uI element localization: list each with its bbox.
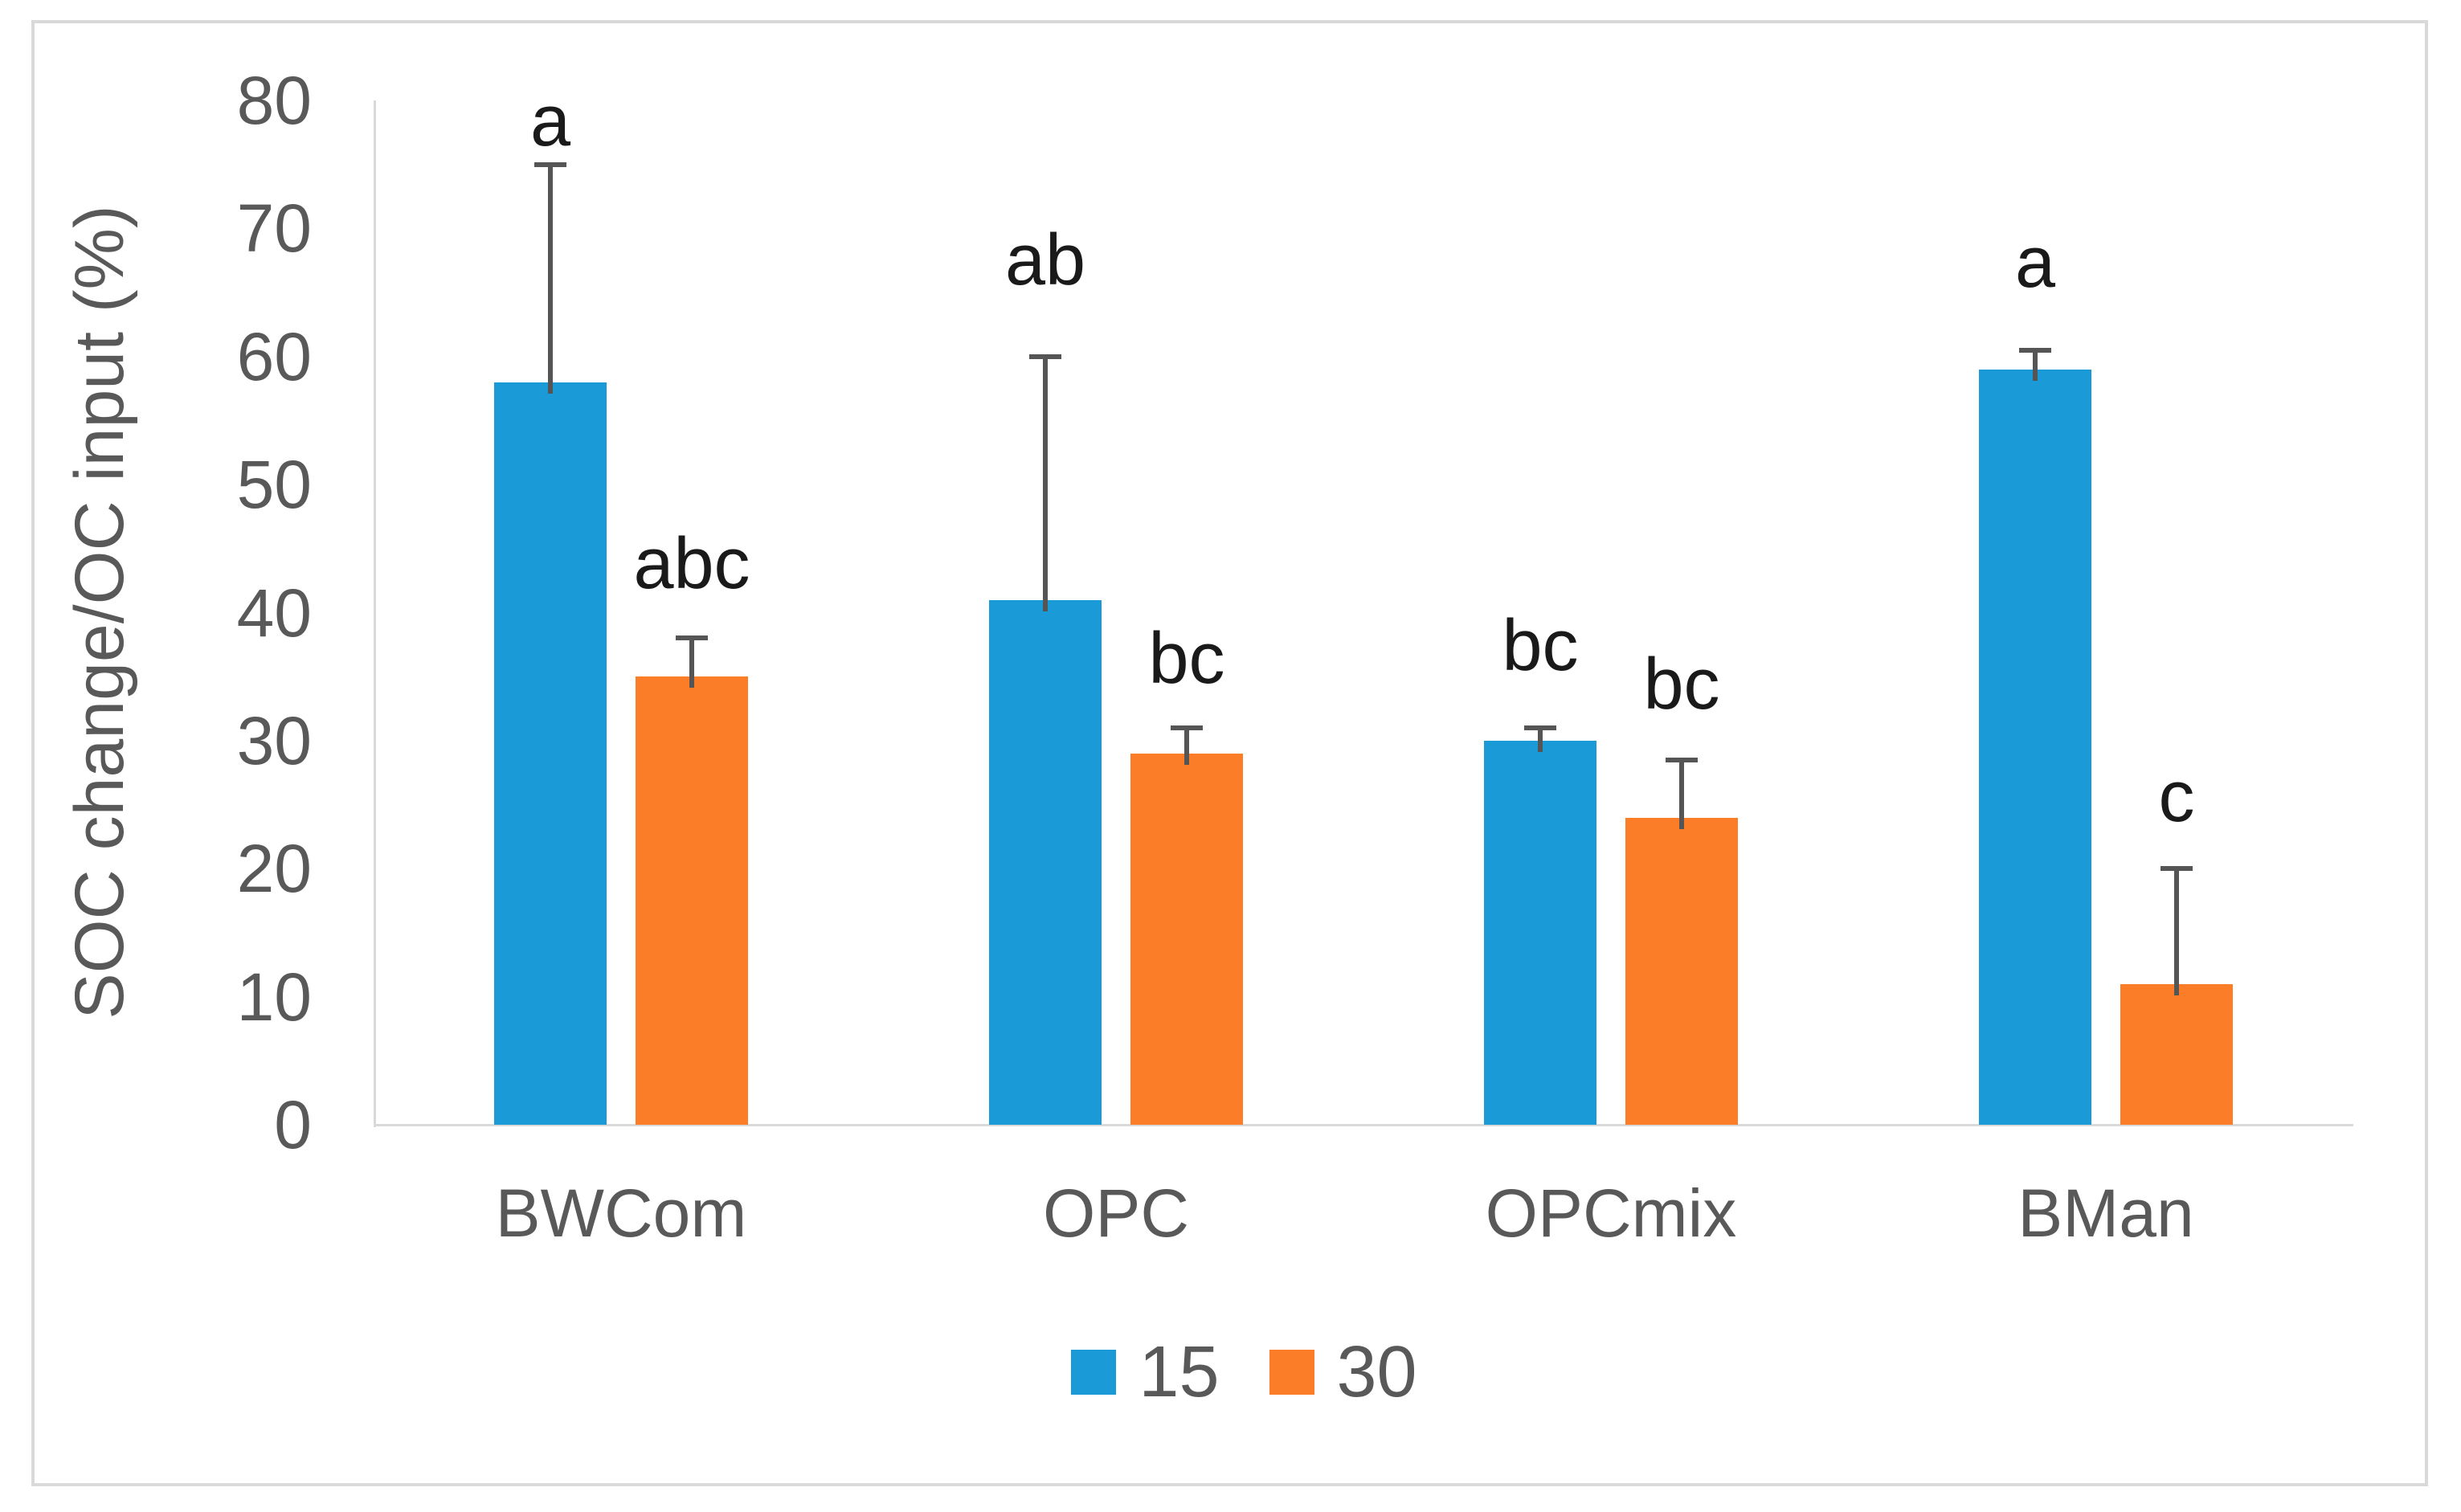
- sig-letter-30-BMan: c: [2158, 757, 2195, 837]
- error-bar-15-OPCmix: [1538, 727, 1543, 752]
- y-tick-label: 20: [236, 831, 312, 907]
- sig-letter-15-OPC: ab: [1004, 220, 1086, 301]
- error-cap-15-OPCmix: [1524, 725, 1556, 730]
- error-cap-15-BWCom: [534, 161, 566, 167]
- sig-letter-15-BWCom: a: [529, 80, 571, 161]
- error-cap-30-OPC: [1171, 725, 1203, 730]
- x-tick-label-OPCmix: OPCmix: [1485, 1175, 1737, 1251]
- legend-swatch-15: [1071, 1350, 1117, 1395]
- error-cap-15-OPC: [1029, 353, 1061, 359]
- legend-swatch-30: [1269, 1350, 1314, 1395]
- y-axis-line: [374, 100, 376, 1127]
- error-bar-15-BMan: [2033, 349, 2038, 381]
- sig-letter-30-BWCom: abc: [633, 523, 750, 604]
- bar-30-OPC: [1130, 753, 1243, 1125]
- error-cap-30-OPCmix: [1666, 757, 1698, 762]
- y-tick-label: 10: [236, 958, 312, 1035]
- bar-30-BMan: [2120, 983, 2233, 1125]
- y-tick-label: 70: [236, 190, 312, 267]
- sig-letter-15-OPCmix: bc: [1502, 605, 1579, 686]
- bar-30-OPCmix: [1625, 817, 1738, 1125]
- error-bar-30-OPC: [1184, 727, 1189, 765]
- y-tick-label: 80: [236, 63, 312, 138]
- y-tick-label: 0: [274, 1087, 312, 1163]
- bar-15-OPCmix: [1484, 740, 1596, 1125]
- legend-label-30: 30: [1336, 1332, 1417, 1412]
- sig-letter-30-OPC: bc: [1148, 618, 1225, 699]
- y-tick-label: 40: [236, 574, 312, 651]
- y-tick-label: 30: [236, 702, 312, 778]
- error-cap-15-BMan: [2019, 347, 2051, 353]
- error-bar-30-BWCom: [689, 638, 694, 689]
- error-bar-15-OPC: [1043, 356, 1048, 611]
- legend-entry-15: 15: [1071, 1332, 1220, 1412]
- x-axis-line: [374, 1124, 2353, 1126]
- bar-30-BWCom: [636, 676, 748, 1125]
- error-bar-30-BMan: [2174, 868, 2179, 995]
- error-bar-15-BWCom: [548, 164, 553, 394]
- x-tick-label-BWCom: BWCom: [495, 1175, 747, 1251]
- x-tick-label-BMan: BMan: [2017, 1175, 2194, 1251]
- sig-letter-15-BMan: a: [2014, 223, 2056, 304]
- error-cap-30-BWCom: [676, 635, 708, 641]
- bar-15-OPC: [989, 599, 1102, 1125]
- bar-15-BWCom: [494, 382, 607, 1125]
- bar-15-BMan: [1979, 369, 2091, 1125]
- error-bar-30-OPCmix: [1679, 759, 1684, 829]
- sig-letter-30-OPCmix: bc: [1643, 644, 1720, 725]
- legend-entry-30: 30: [1269, 1336, 1417, 1408]
- y-tick-label: 50: [236, 447, 312, 523]
- legend-label-15: 15: [1139, 1332, 1220, 1412]
- y-tick-label: 60: [236, 318, 312, 394]
- x-tick-label-OPC: OPC: [1042, 1175, 1190, 1251]
- legend: 15 30: [14, 1326, 2461, 1419]
- error-cap-30-BMan: [2161, 866, 2193, 872]
